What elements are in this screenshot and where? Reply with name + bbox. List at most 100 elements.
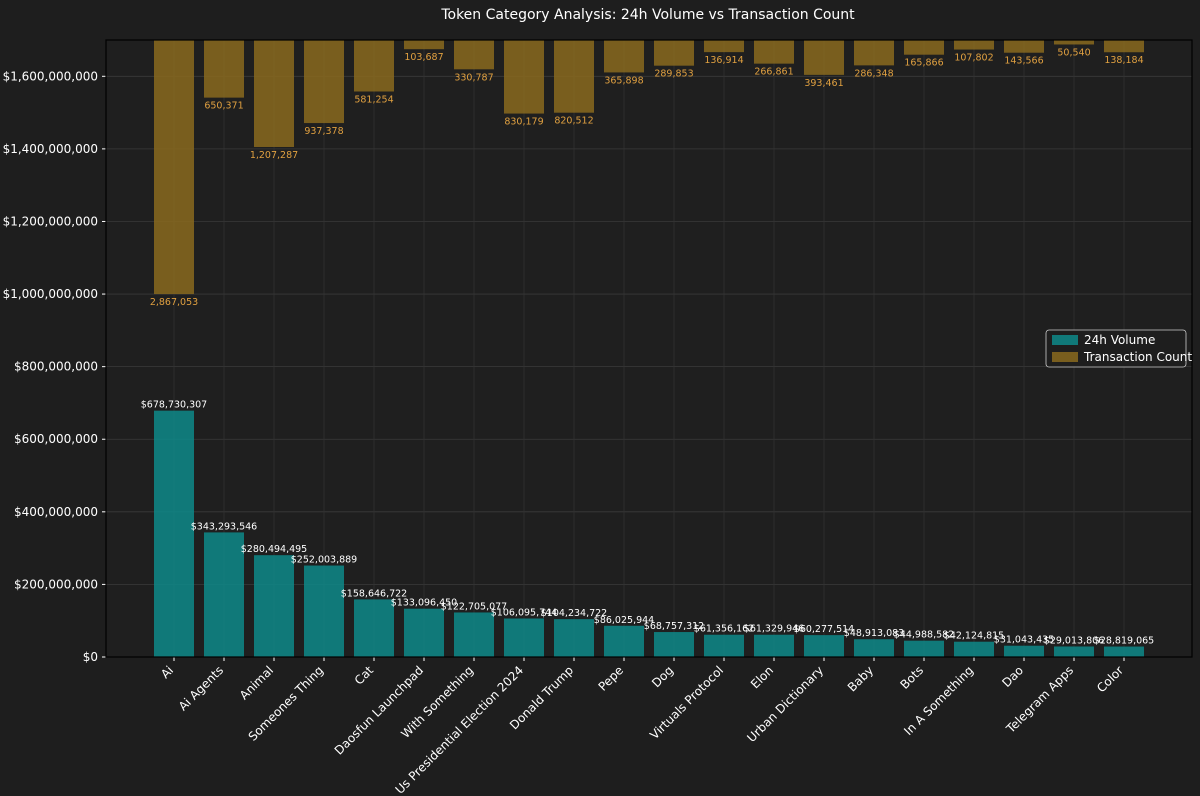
y-tick-label: $1,400,000,000 [3,142,98,156]
transaction-bar [1004,40,1044,53]
volume-bar [654,632,694,657]
volume-data-label: $252,003,889 [291,555,357,566]
volume-bar [804,635,844,657]
transaction-bar [1104,40,1144,53]
transaction-data-label: 50,540 [1057,47,1090,58]
volume-data-label: $60,277,514 [794,624,854,635]
transaction-bar [904,40,944,55]
volume-data-label: $44,988,582 [894,630,954,641]
volume-bar [554,619,594,657]
volume-data-label: $48,913,083 [844,628,904,639]
volume-bar [1004,645,1044,657]
y-tick-label: $1,600,000,000 [3,69,98,83]
y-tick-label: $600,000,000 [14,432,98,446]
volume-bar [504,618,544,657]
legend-label-transactions: Transaction Count [1083,350,1192,364]
volume-bar [754,634,794,657]
volume-bar [954,641,994,657]
transaction-data-label: 143,566 [1004,56,1043,67]
transaction-data-label: 165,866 [904,58,943,69]
legend-swatch-transactions [1052,352,1078,362]
legend-swatch-volume [1052,335,1078,345]
y-tick-label: $1,000,000,000 [3,287,98,301]
transaction-bar [854,40,894,66]
volume-data-label: $61,329,946 [744,624,804,635]
transaction-bar [154,40,194,295]
transaction-data-label: 103,687 [404,52,443,63]
transaction-bar [404,40,444,50]
volume-data-label: $104,234,722 [541,608,607,619]
volume-bar [854,639,894,657]
legend: 24h Volume Transaction Count [1045,329,1192,368]
volume-bar [304,565,344,657]
transaction-data-label: 650,371 [204,101,243,112]
volume-data-label: $158,646,722 [341,588,407,599]
transaction-data-label: 330,787 [454,72,493,83]
volume-data-label: $133,096,450 [391,598,457,609]
y-tick-label: $1,200,000,000 [3,214,98,228]
volume-data-label: $28,819,065 [1094,636,1154,647]
transaction-bar [254,40,294,147]
transaction-data-label: 365,898 [604,75,643,86]
transaction-data-label: 830,179 [504,117,543,128]
legend-label-volume: 24h Volume [1084,333,1155,347]
volume-bar [254,555,294,657]
transaction-bar [554,40,594,113]
volume-data-label: $61,356,162 [694,624,754,635]
transaction-data-label: 136,914 [704,55,743,66]
y-tick-label: $200,000,000 [14,577,98,591]
volume-bar [1054,646,1094,657]
volume-data-label: $106,095,744 [491,607,557,618]
volume-data-label: $678,730,307 [141,400,207,411]
y-tick-label: $400,000,000 [14,505,98,519]
volume-bar [354,599,394,657]
volume-data-label: $122,705,077 [441,601,507,612]
transaction-bar [754,40,794,64]
grid [106,40,1192,658]
volume-data-label: $42,124,815 [944,631,1004,642]
data-labels: $678,730,307 $343,293,546 $280,494,495$252… [141,47,1154,646]
plot-frame [105,39,1193,658]
volume-data-label: $29,013,806 [1044,635,1104,646]
transaction-bar [454,40,494,70]
transaction-data-label: 820,512 [554,116,593,127]
chart-title: Token Category Analysis: 24h Volume vs T… [440,7,855,23]
transaction-data-label: 266,861 [754,67,793,78]
volume-bar [404,608,444,657]
transaction-data-label: 2,867,053 [150,297,198,308]
volume-data-label: $86,025,944 [594,615,654,626]
transaction-data-label: 138,184 [1104,55,1143,66]
transaction-bar [304,40,344,124]
transaction-data-label: 581,254 [354,95,393,106]
transaction-data-label: 937,378 [304,126,343,137]
volume-bar [604,625,644,657]
volume-bar [904,640,944,657]
transaction-bar [354,40,394,92]
volume-data-label: $31,043,435 [994,635,1054,646]
bars [154,40,1144,657]
transaction-bar [704,40,744,53]
transaction-bar [604,40,644,73]
volume-data-label: $343,293,546 [191,521,257,532]
volume-bar [704,634,744,657]
volume-bar [154,410,194,657]
y-tick-label: $800,000,000 [14,360,98,374]
transaction-bar [504,40,544,114]
transaction-bar [954,40,994,50]
transaction-data-label: 1,207,287 [250,150,298,161]
volume-data-label: $280,494,495 [241,544,307,555]
volume-bar [454,612,494,657]
volume-bar [1104,646,1144,657]
y-tick-label: $0 [83,650,98,664]
transaction-data-label: 107,802 [954,53,993,64]
transaction-bar [204,40,244,98]
transaction-bar [1054,40,1094,45]
volume-bar [204,532,244,657]
transaction-bar [654,40,694,66]
transaction-data-label: 286,348 [854,68,893,79]
legend-box [1045,329,1187,368]
transaction-bar [804,40,844,75]
transaction-data-label: 289,853 [654,69,693,80]
transaction-data-label: 393,461 [804,78,843,89]
